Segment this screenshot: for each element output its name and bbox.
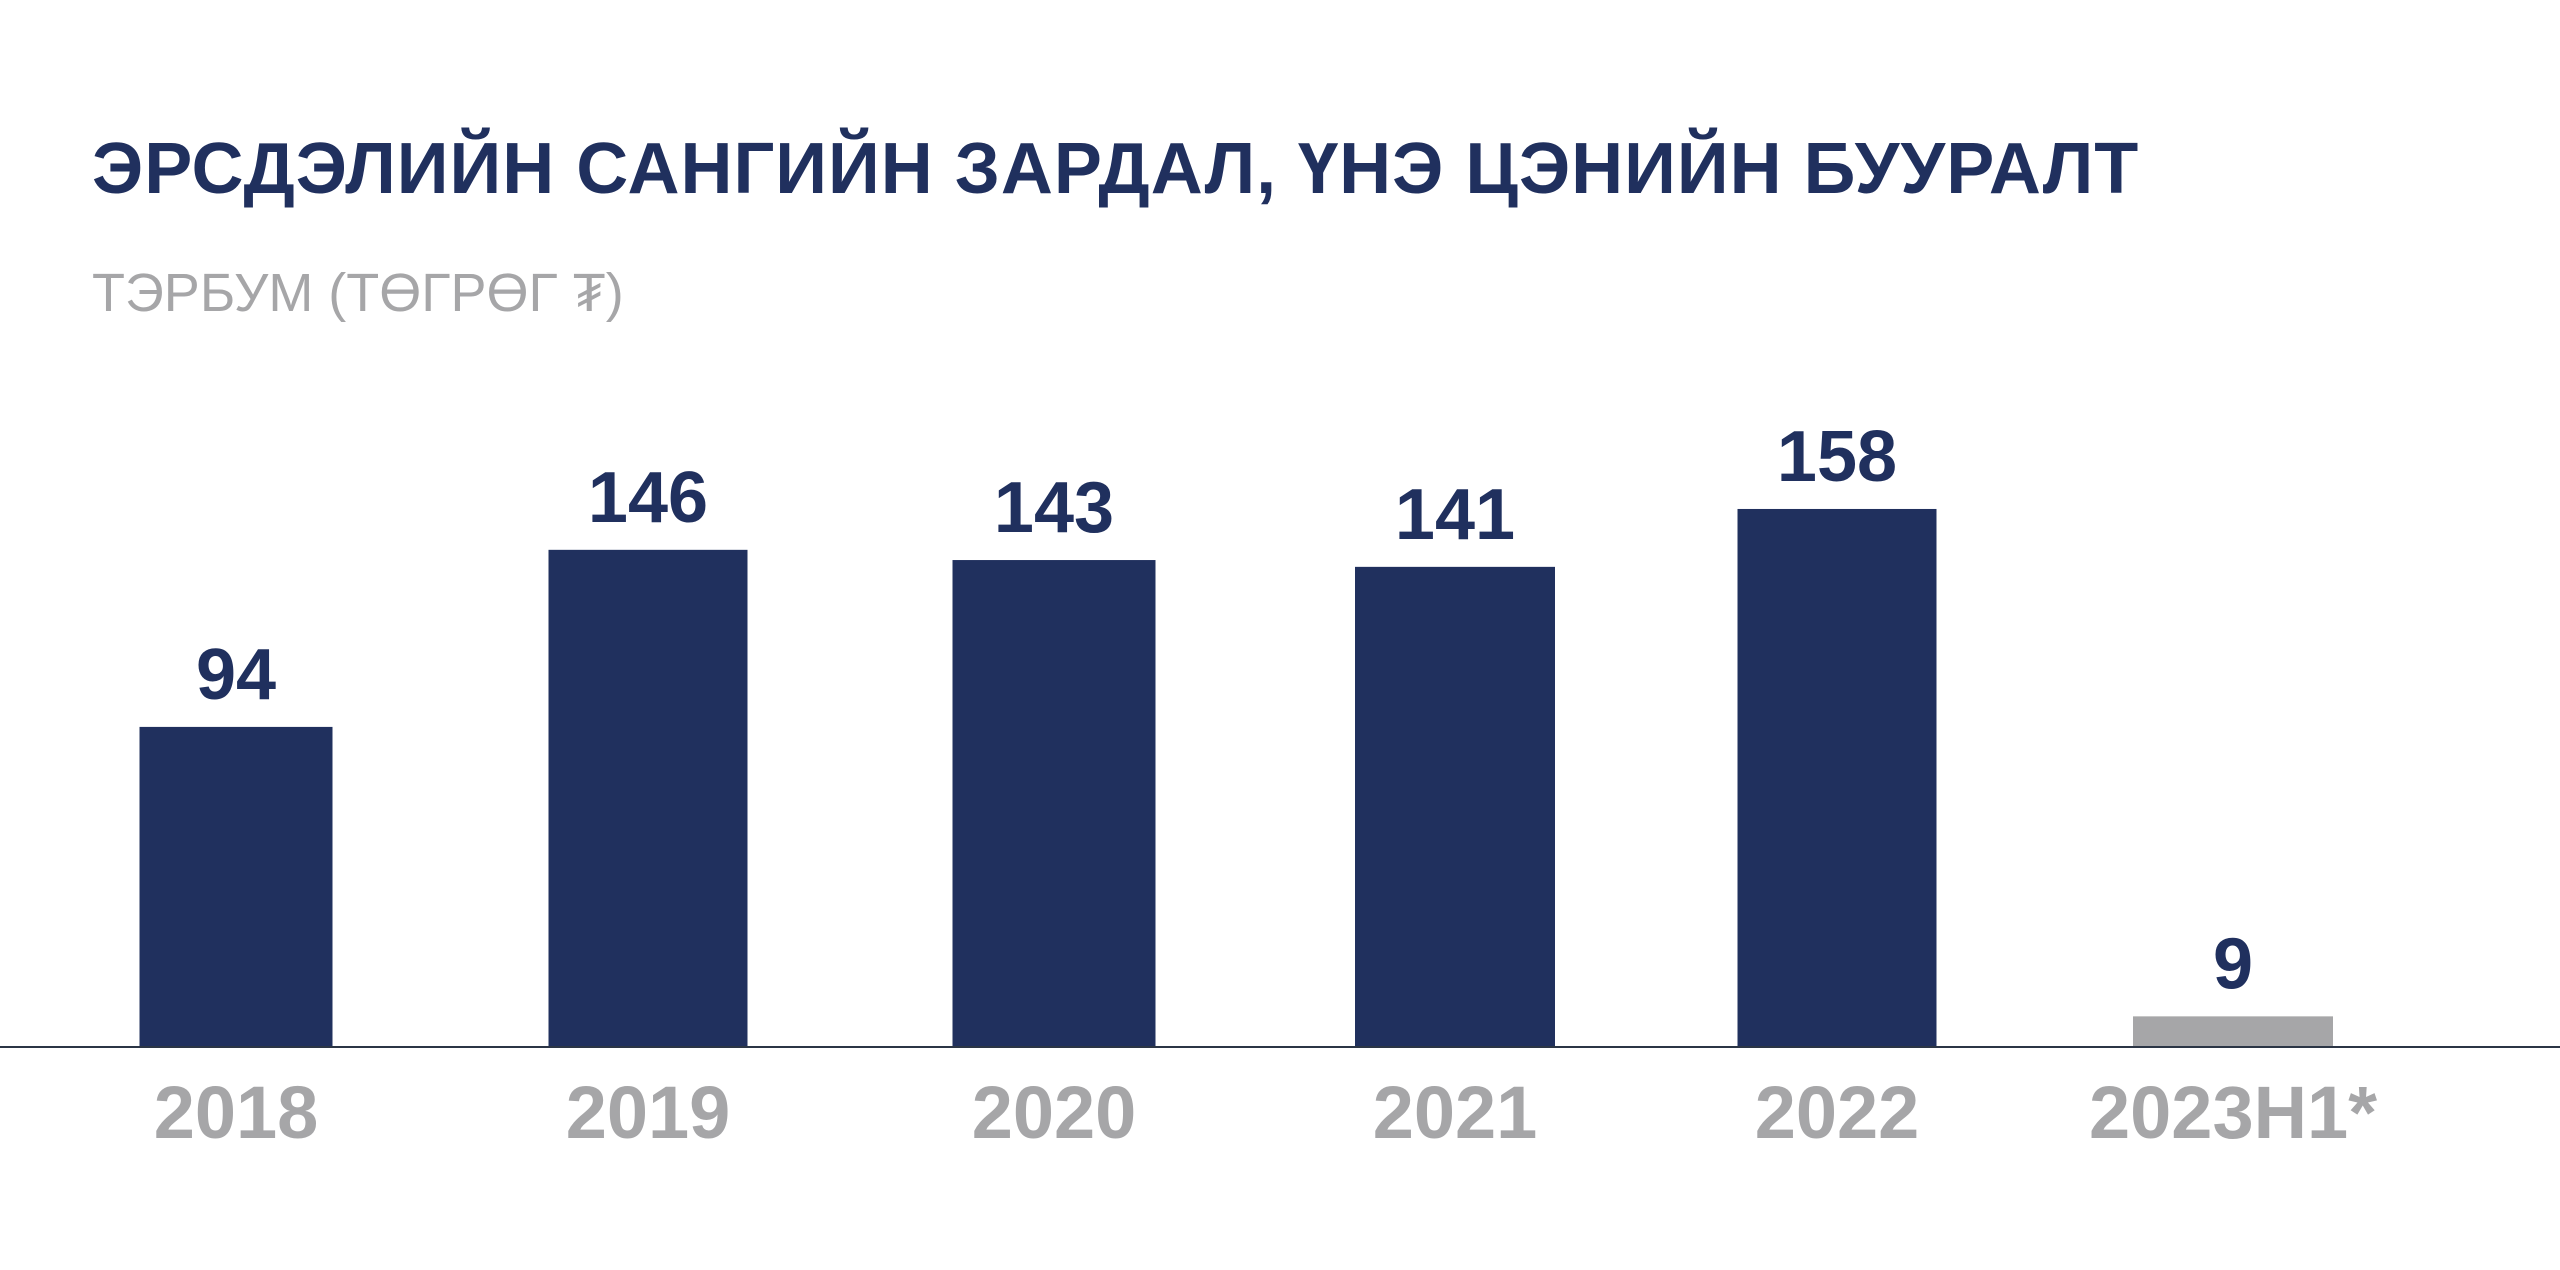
bar-2020 (952, 560, 1156, 1047)
x-tick-label-2018: 2018 (154, 1071, 319, 1154)
chart-subtitle: ТЭРБУМ (ТӨГРӨГ ₮) (92, 263, 624, 323)
labels-layer: 94 2018 146 2019 143 2020 141 2021 158 2022 9 2023H… (154, 417, 2378, 1154)
bars-layer (139, 508, 2333, 1048)
data-label-2020: 143 (994, 468, 1114, 548)
data-label-2022: 158 (1777, 417, 1897, 497)
chart-title: ЭРСДЭЛИЙН САНГИЙН ЗАРДАЛ, ҮНЭ ЦЭНИЙН БУУ… (92, 129, 2140, 209)
x-tick-label-2021: 2021 (1373, 1071, 1538, 1154)
bar-2023h1 (2133, 1016, 2333, 1047)
bar-2018 (139, 726, 333, 1047)
data-label-2021: 141 (1395, 475, 1515, 555)
x-tick-label-2023h1: 2023H1* (2089, 1071, 2377, 1154)
bar-2019 (548, 549, 748, 1047)
x-tick-label-2022: 2022 (1755, 1071, 1920, 1154)
data-label-2018: 94 (196, 635, 276, 715)
x-tick-label-2020: 2020 (972, 1071, 1137, 1154)
data-label-2023h1: 9 (2213, 924, 2253, 1004)
bar-2022 (1737, 508, 1937, 1048)
bar-2021 (1355, 566, 1555, 1047)
x-tick-label-2019: 2019 (566, 1071, 731, 1154)
data-label-2019: 146 (588, 458, 708, 538)
